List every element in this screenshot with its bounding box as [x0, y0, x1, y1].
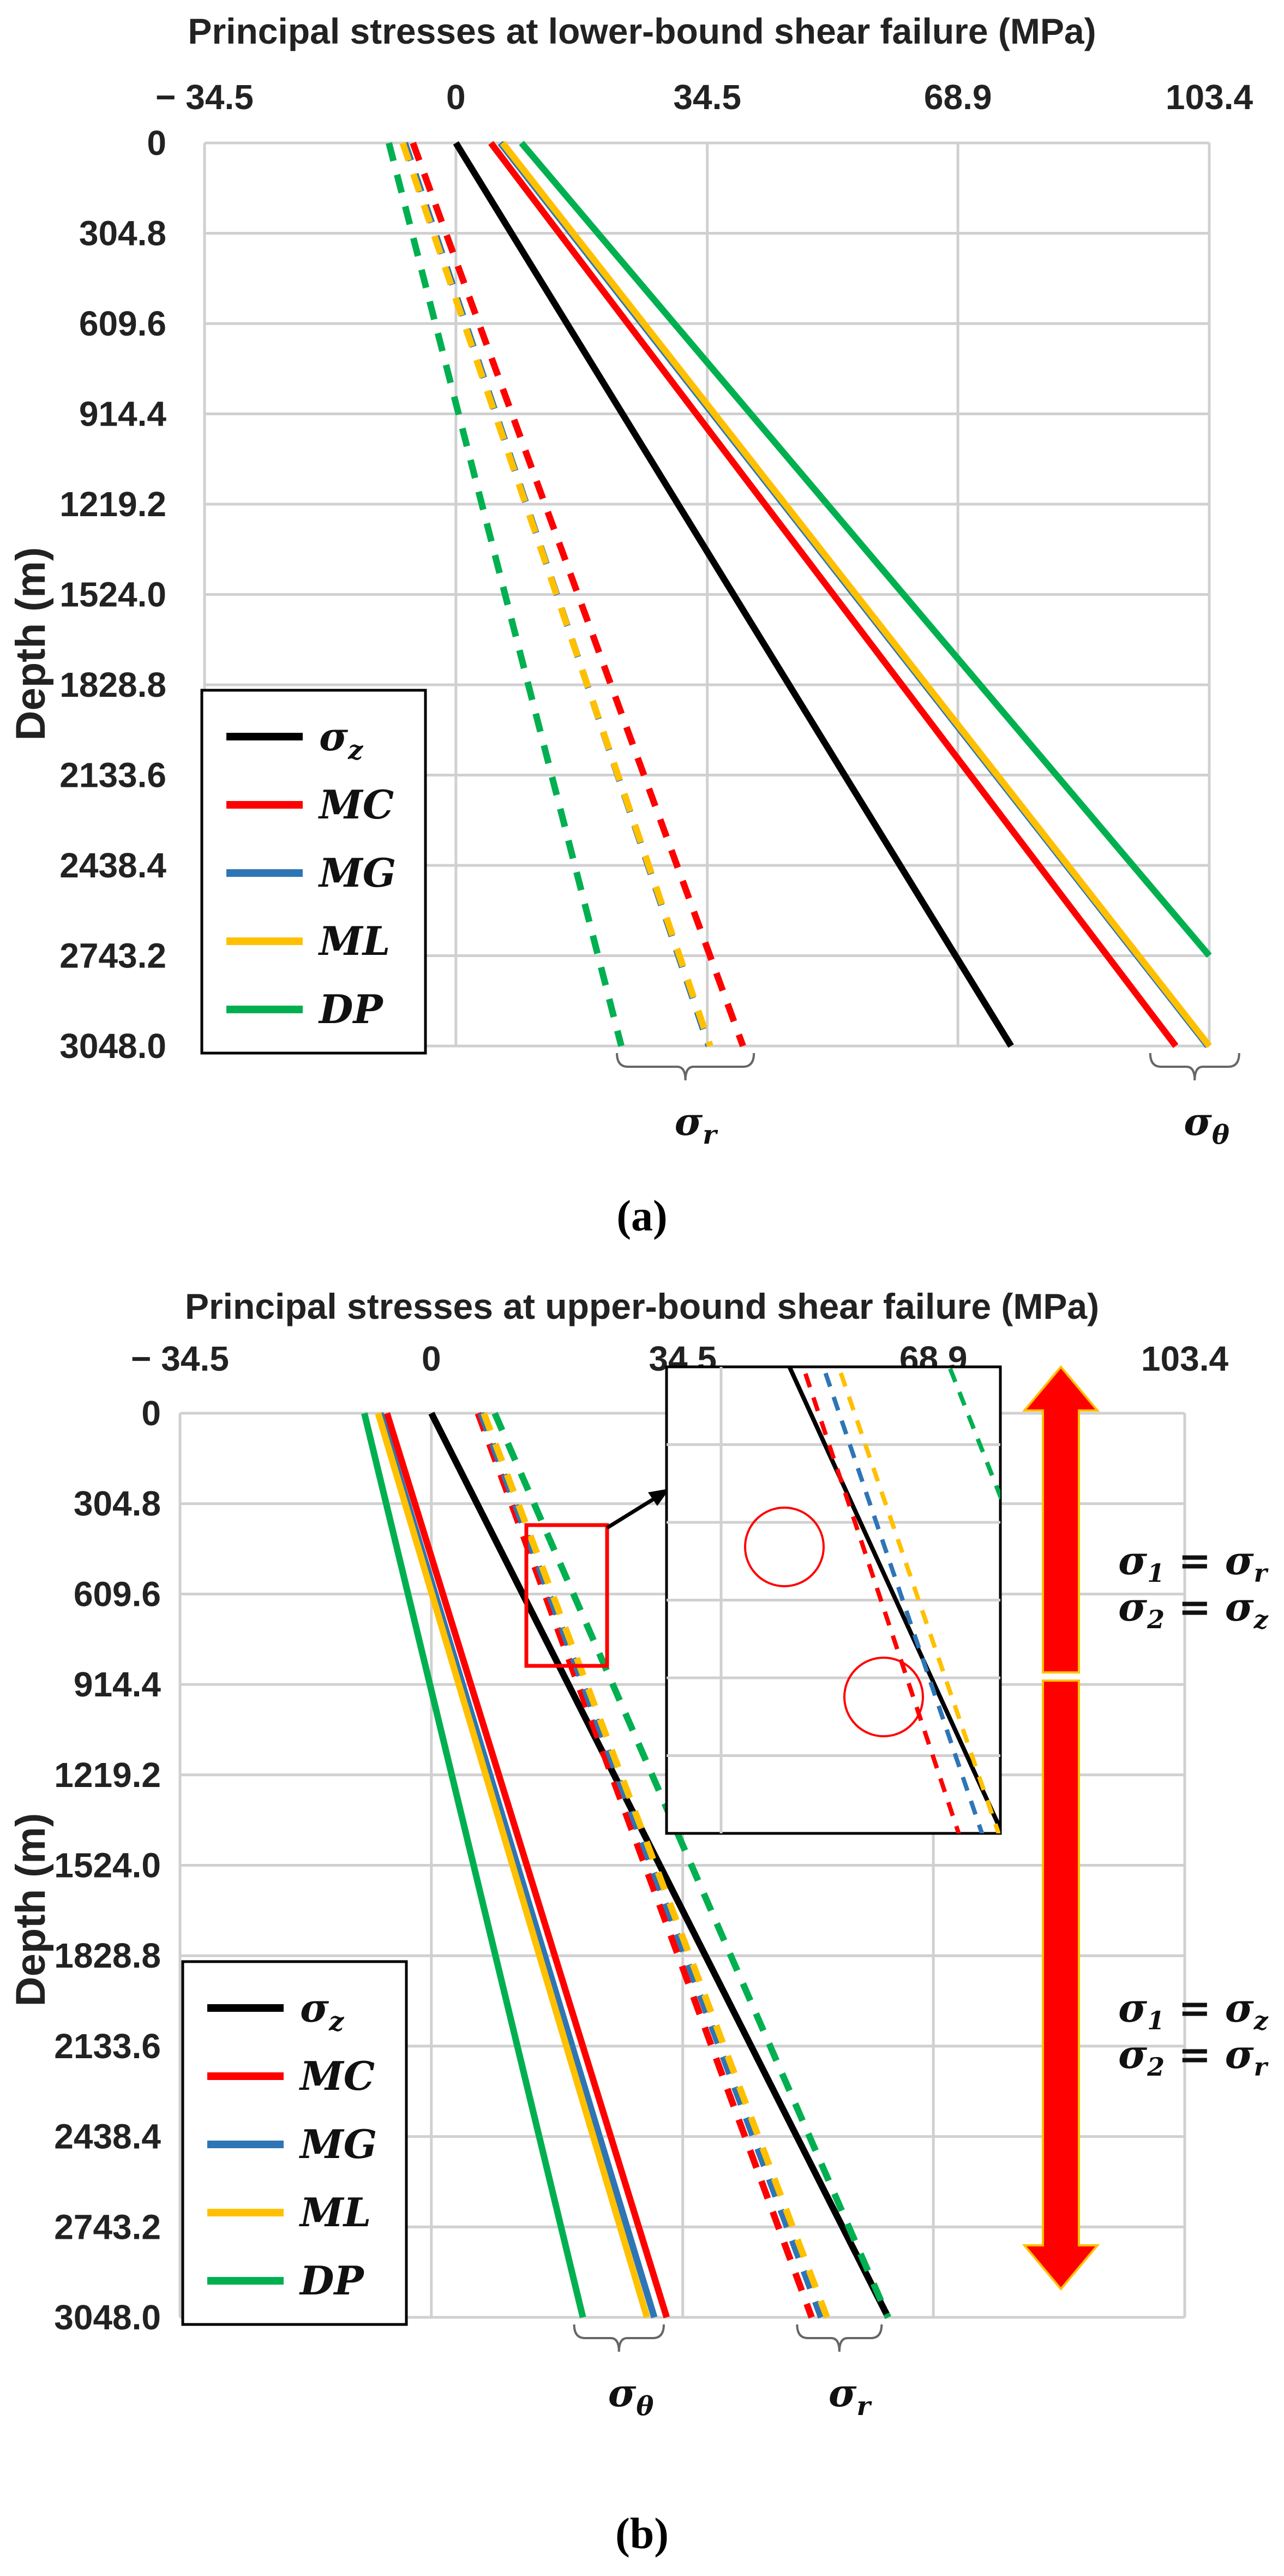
chart-a-x-tick-label: 0 — [446, 77, 466, 117]
principal-stress-regime-arrow — [1022, 1365, 1100, 2291]
chart-a-series — [386, 141, 1212, 1048]
chart-a-bracket-1 — [1149, 1053, 1240, 1081]
inset-grid — [667, 1367, 1000, 1833]
chart-b-caption: (b) — [615, 2510, 669, 2558]
chart-b-title: Principal stresses at upper-bound shear … — [185, 1286, 1099, 1326]
chart-a-y-tick-label: 2743.2 — [59, 936, 166, 976]
chart-a-series-3 — [500, 141, 1212, 1048]
chart-a-series-1 — [488, 141, 1179, 1048]
chart-b-series-0 — [428, 1412, 891, 2319]
chart-b-y-ticks: 0 304.8 609.6 914.4 1219.2 1524.0 1828.8 2133.6… — [54, 1394, 161, 2337]
chart-b-legend-label-ML: ML — [298, 2189, 371, 2236]
chart-a-y-tick-label: 304.8 — [79, 214, 166, 253]
chart-a-y-ticks: 0 304.8 609.6 914.4 1219.2 1524.0 1828.8 2133.6… — [59, 123, 166, 1066]
chart-a-x-tick-label: 103.4 — [1166, 77, 1253, 117]
chart-b-legend-label-MG: MG — [298, 2121, 377, 2167]
regime-lower-line-1: σ1 = σz — [1118, 1985, 1269, 2035]
chart-b-x-tick-label: 103.4 — [1141, 1339, 1229, 1378]
inset-crossing-circle-upper — [744, 1507, 825, 1587]
chart-a-series-4 — [519, 141, 1212, 958]
chart-a-bracket-label-1: σθ — [1184, 1099, 1229, 1150]
chart-b-series — [361, 1412, 891, 2319]
chart-a-y-tick-label: 0 — [147, 123, 166, 163]
chart-a-y-tick-label: 3048.0 — [59, 1026, 166, 1066]
chart-b-legend-label-DP: DP — [299, 2257, 364, 2304]
chart-b-bracket-label-1: σr — [829, 2370, 873, 2422]
chart-a-series-5 — [410, 141, 746, 1048]
chart-b-y-tick-label: 3048.0 — [54, 2298, 161, 2337]
chart-a-legend-label-ML: ML — [317, 918, 390, 964]
regime-arrow-lower — [1022, 1680, 1100, 2291]
chart-b-inset — [665, 1365, 1002, 1835]
chart-b-series-3 — [375, 1412, 650, 2318]
inset-crossing-circle-lower — [843, 1657, 924, 1737]
chart-a-series-8 — [386, 142, 625, 1047]
chart-a-caption: (a) — [616, 1192, 667, 1240]
chart-a-x-ticks: − 34.5 0 34.5 68.9 103.4 — [155, 77, 1253, 117]
panel-a: Principal stresses at lower-bound shear … — [8, 11, 1253, 1240]
chart-b-y-tick-label: 2438.4 — [54, 2117, 161, 2156]
chart-a-y-tick-label: 609.6 — [79, 304, 166, 343]
chart-b-x-tick-label: 0 — [422, 1339, 441, 1378]
chart-b-x-tick-label: − 34.5 — [131, 1339, 229, 1378]
regime-upper-equations: σ1 = σr σ2 = σz — [1118, 1537, 1269, 1634]
inset-series-6 — [821, 1367, 985, 1833]
inset-series — [787, 1367, 1000, 1833]
chart-b-y-tick-label: 304.8 — [74, 1484, 161, 1523]
regime-lower-equations: σ1 = σz σ2 = σr — [1118, 1985, 1269, 2082]
chart-a-y-tick-label: 2133.6 — [59, 756, 166, 795]
chart-b-series-1 — [383, 1412, 670, 2318]
chart-b-bracket-label-0: σθ — [608, 2370, 654, 2422]
regime-upper-line-1: σ1 = σr — [1118, 1537, 1269, 1588]
chart-a-series-0 — [453, 141, 1014, 1048]
chart-a-series-7 — [399, 142, 713, 1047]
chart-a-y-tick-label: 1524.0 — [59, 575, 166, 614]
inset-series-0 — [787, 1367, 1000, 1833]
chart-b-y-tick-label: 609.6 — [74, 1574, 161, 1613]
chart-a-legend-label-DP: DP — [318, 986, 383, 1032]
chart-b-annotations: σθ σr — [573, 2324, 883, 2422]
zoom-arrow-line — [606, 1493, 661, 1529]
chart-b-bracket-0 — [573, 2324, 665, 2352]
panel-b: Principal stresses at upper-bound shear … — [8, 1286, 1269, 2558]
chart-a-legend-label-MG: MG — [317, 850, 396, 896]
chart-b-legend-label-MC: MC — [298, 2053, 375, 2099]
chart-a-title: Principal stresses at lower-bound shear … — [188, 11, 1096, 51]
chart-b-y-tick-label: 2743.2 — [54, 2207, 161, 2246]
zoom-source-box — [524, 1523, 609, 1668]
regime-arrow-upper — [1022, 1365, 1100, 1673]
chart-a-bracket-label-0: σr — [675, 1099, 719, 1150]
chart-b-y-axis-label: Depth (m) — [8, 1813, 54, 2007]
chart-a-y-axis-label: Depth (m) — [8, 547, 54, 741]
chart-a-annotations: σr σθ — [616, 1053, 1240, 1150]
zoom-arrow-head — [648, 1489, 670, 1506]
chart-b-y-tick-label: 914.4 — [74, 1665, 161, 1704]
inset-series-5 — [801, 1367, 961, 1833]
chart-b-y-tick-label: 1524.0 — [54, 1846, 161, 1885]
regime-upper-line-2: σ2 = σz — [1118, 1583, 1269, 1634]
chart-b-series-5 — [475, 1412, 815, 2319]
chart-b-bracket-1 — [796, 2324, 883, 2352]
chart-a-legend-label-MC: MC — [317, 781, 394, 828]
chart-a-bracket-0 — [616, 1053, 755, 1081]
chart-b-series-8 — [491, 1412, 891, 2319]
chart-a-x-tick-label: − 34.5 — [155, 77, 254, 117]
chart-b-y-tick-label: 1828.8 — [54, 1936, 161, 1975]
chart-a-y-tick-label: 914.4 — [79, 395, 167, 434]
chart-a-x-tick-label: 34.5 — [673, 77, 741, 117]
regime-lower-line-2: σ2 = σr — [1118, 2031, 1269, 2082]
chart-a-x-tick-label: 68.9 — [924, 77, 992, 117]
chart-a-y-tick-label: 1219.2 — [59, 485, 166, 524]
chart-a-y-tick-label: 1828.8 — [59, 665, 166, 704]
chart-b-series-4 — [361, 1412, 586, 2318]
chart-b-y-tick-label: 0 — [141, 1394, 161, 1433]
chart-b-y-tick-label: 1219.2 — [54, 1755, 161, 1795]
chart-b-y-tick-label: 2133.6 — [54, 2027, 161, 2066]
chart-a-y-tick-label: 2438.4 — [59, 846, 166, 885]
